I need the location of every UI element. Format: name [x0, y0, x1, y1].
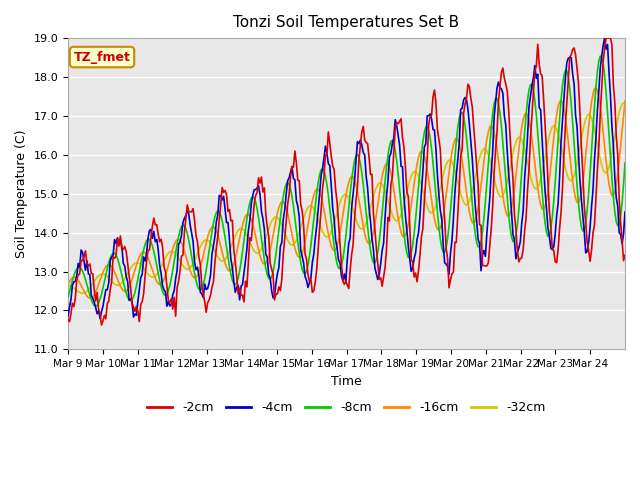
Text: TZ_fmet: TZ_fmet [74, 50, 131, 63]
Legend: -2cm, -4cm, -8cm, -16cm, -32cm: -2cm, -4cm, -8cm, -16cm, -32cm [142, 396, 550, 419]
Y-axis label: Soil Temperature (C): Soil Temperature (C) [15, 130, 28, 258]
X-axis label: Time: Time [331, 374, 362, 387]
Title: Tonzi Soil Temperatures Set B: Tonzi Soil Temperatures Set B [234, 15, 460, 30]
